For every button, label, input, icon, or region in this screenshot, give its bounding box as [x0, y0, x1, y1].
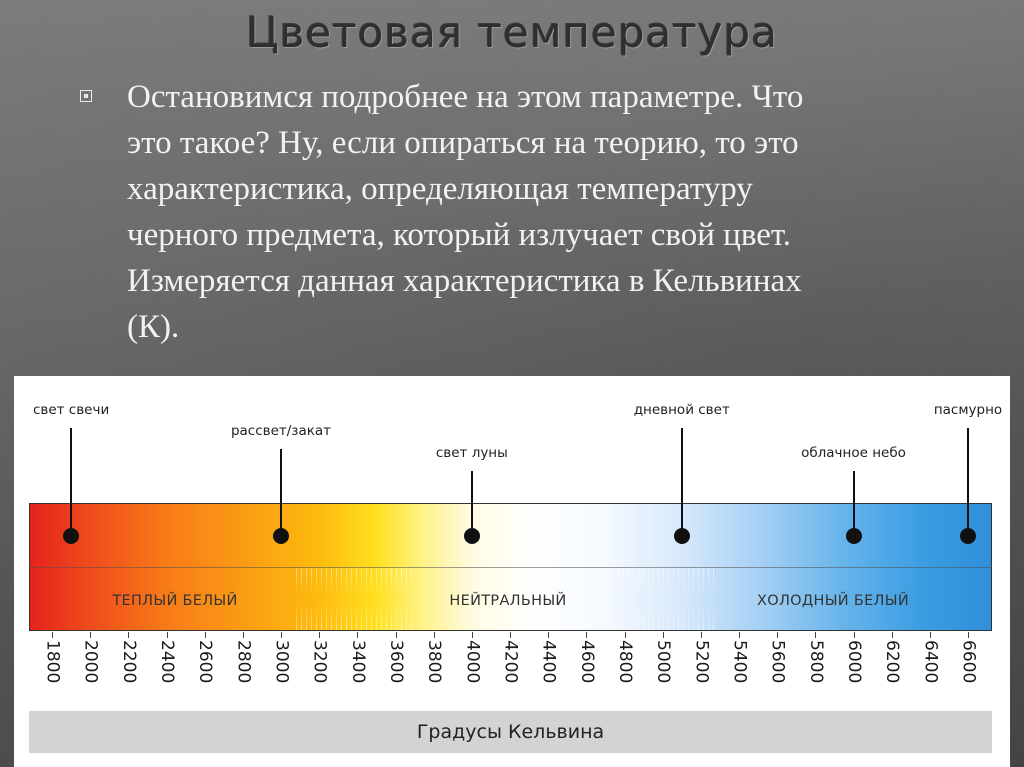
tick-label: 2000 [80, 640, 101, 684]
tick-mark [242, 632, 244, 638]
tick-mark [929, 632, 931, 638]
marker-dot [63, 528, 80, 544]
bullet-line: (К). [127, 309, 180, 345]
bullet-line: черного предмета, который излучает свой … [127, 217, 792, 253]
bullet-line: Остановимся подробнее на этом параметре.… [127, 79, 804, 115]
tick-mark [166, 632, 168, 638]
marker-label: свет луны [435, 445, 508, 461]
tick-mark [700, 632, 702, 638]
tick-label: 4200 [500, 640, 521, 684]
marker-stem [70, 428, 73, 536]
marker-dot [960, 528, 976, 544]
tick-label: 3600 [386, 640, 406, 684]
tick-mark [433, 632, 435, 638]
marker-label: облачное небо [801, 445, 906, 461]
marker-label: пасмурно [933, 402, 1003, 418]
tick-label: 3200 [309, 640, 330, 684]
tick-mark [548, 632, 550, 638]
tick-label: 4000 [462, 640, 483, 684]
tick-label: 2200 [118, 640, 139, 684]
tick-mark [968, 632, 969, 638]
tick-mark [815, 632, 817, 638]
bullet-line: характеристика, определяющая температуру [127, 171, 753, 207]
tick-mark [624, 632, 626, 638]
tick-label: 5000 [653, 640, 674, 684]
tick-label: 2600 [195, 640, 216, 684]
marker-label: рассвет/закат [230, 423, 332, 439]
bullet-line: Измеряется данная характеристика в Кельв… [127, 263, 802, 299]
zone-cool-white: ХОЛОДНЫЙ БЕЛЫЙ [757, 593, 909, 609]
tick-mark [662, 632, 664, 638]
tick-mark [281, 632, 282, 638]
tick-mark [357, 632, 359, 638]
bar-divider [29, 567, 992, 568]
square-bullet-icon [80, 90, 92, 102]
tick-mark [891, 632, 893, 638]
marker-stem [280, 449, 282, 536]
tick-mark [395, 632, 397, 638]
zone-warm-white: ТЕПЛЫЙ БЕЛЫЙ [112, 593, 238, 609]
tick-label: 3400 [347, 640, 368, 684]
tick-label: 3000 [271, 640, 292, 684]
tick-label: 5400 [729, 640, 750, 684]
axis-label: Градусы Кельвина [29, 711, 992, 753]
tick-mark [471, 632, 473, 638]
tick-label: 2400 [157, 640, 177, 684]
tick-mark [853, 632, 855, 638]
tick-mark [739, 632, 740, 638]
tick-mark [204, 632, 206, 638]
marker-stem [470, 471, 473, 536]
tick-mark [510, 632, 511, 638]
tick-label: 4400 [538, 640, 559, 684]
tick-label: 3800 [424, 640, 445, 684]
zone-neutral: НЕЙТРАЛЬНЫЙ [449, 593, 567, 609]
slide-title: Цветовая температура [246, 8, 778, 57]
marker-dot [673, 528, 690, 544]
marker-label: свет свечи [32, 402, 110, 418]
tick-mark [777, 632, 779, 638]
marker-stem [680, 428, 683, 536]
tick-mark [586, 632, 588, 638]
tick-label: 6200 [882, 640, 903, 684]
marker-dot [845, 528, 862, 544]
bullet-text: Остановимся подробнее на этом параметре.… [127, 74, 977, 350]
tick-mark [52, 632, 53, 638]
marker-stem [967, 428, 969, 536]
tick-label: 1800 [42, 640, 63, 684]
bullet-line: это такое? Ну, если опираться на теорию,… [127, 125, 799, 161]
tick-label: 5200 [691, 640, 712, 684]
marker-stem [852, 471, 855, 536]
tick-label: 6600 [958, 640, 979, 684]
marker-dot [273, 528, 289, 544]
tick-label: 6400 [920, 640, 941, 684]
tick-label: 2800 [233, 640, 254, 684]
tick-label: 4800 [615, 640, 635, 684]
tick-mark [128, 632, 130, 638]
tick-mark [90, 632, 92, 638]
transition-hatch-cool [578, 568, 718, 630]
marker-dot [463, 528, 480, 544]
tick-label: 5800 [805, 640, 826, 684]
kelvin-tick-row: 1800 2000 2200 2400 2600 2800 3000 3200 3400 3600… [29, 632, 992, 710]
marker-label: дневной свет [633, 402, 730, 418]
tick-mark [319, 632, 321, 638]
transition-hatch-warm [296, 568, 416, 630]
tick-label: 6000 [844, 640, 864, 684]
tick-label: 4600 [576, 640, 597, 684]
tick-label: 5600 [767, 640, 788, 684]
